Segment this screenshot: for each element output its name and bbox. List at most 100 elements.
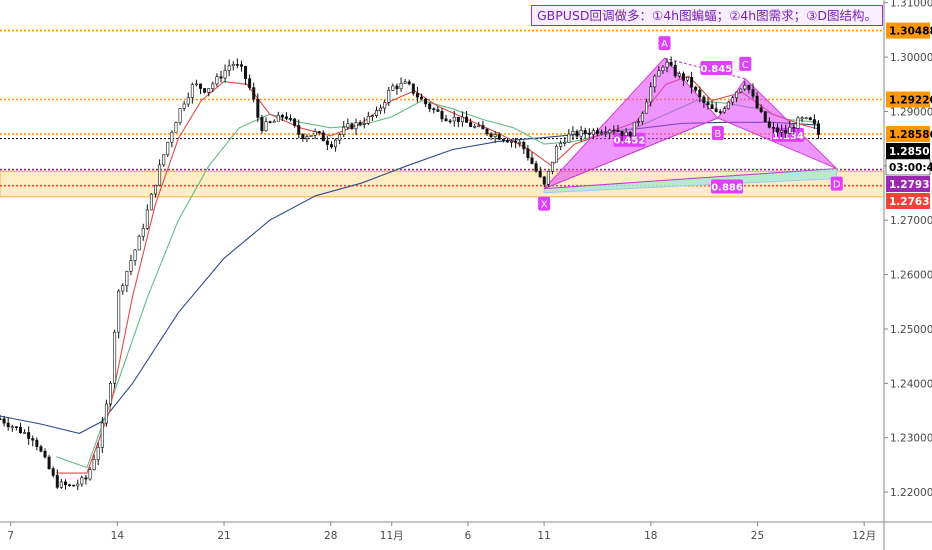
candle-body (387, 90, 391, 103)
candle-body (18, 426, 22, 434)
candle-body (497, 134, 501, 140)
candle-body (514, 140, 518, 143)
candle-body (199, 83, 203, 89)
candle-body (649, 86, 653, 103)
candle-body (239, 64, 243, 67)
candle-body (231, 64, 235, 67)
price-tag[interactable] (886, 22, 930, 39)
pattern-point-tag[interactable] (658, 36, 671, 51)
candle-body (14, 426, 18, 428)
candle-body (0, 418, 2, 420)
candle-body (362, 123, 366, 125)
candle-body (162, 154, 166, 166)
candle-body (203, 88, 207, 93)
candle-body (440, 111, 444, 120)
candle-body (264, 121, 268, 131)
y-tick-label: 1.26000 (890, 270, 932, 282)
ratio-label: 0.452 (614, 136, 646, 147)
candle-body (571, 131, 575, 135)
candle-body (342, 126, 346, 135)
candle-body (35, 439, 39, 448)
y-tick-label: 1.27000 (890, 215, 932, 227)
candle-body (747, 84, 751, 90)
candle-body (636, 121, 640, 123)
candle-body (178, 108, 182, 123)
candle-body (113, 331, 117, 384)
candle-body (448, 120, 452, 123)
ratio-tag[interactable] (700, 60, 733, 75)
candle-body (616, 130, 620, 132)
candle-body (604, 132, 608, 135)
candle-body (121, 285, 125, 292)
pattern-point-tag[interactable] (739, 56, 752, 71)
candle-body (714, 108, 718, 112)
candle-body (248, 78, 252, 88)
candle-body (293, 118, 297, 126)
candle-body (219, 76, 223, 79)
ratio-label: 1.134 (772, 131, 804, 142)
x-tick-label: 18 (644, 530, 657, 542)
candle-body (542, 176, 546, 185)
candle-body (808, 117, 812, 120)
candle-body (567, 133, 571, 143)
candle-body (338, 134, 342, 141)
candle-body (182, 103, 186, 109)
candle-body (694, 86, 698, 91)
candle-body (104, 403, 108, 424)
candle-body (477, 125, 481, 127)
y-tick-label: 1.29000 (890, 106, 932, 118)
x-tick-label: 14 (111, 530, 125, 542)
candle-body (252, 87, 256, 100)
price-tag[interactable] (886, 125, 930, 142)
moving-averages-layer (0, 75, 819, 474)
candle-body (640, 112, 644, 122)
candle-body (108, 382, 112, 405)
price-tag-label: 1.29220 (889, 95, 932, 107)
candle-body (465, 116, 469, 123)
candle-body (211, 83, 215, 89)
candle-body (2, 418, 6, 424)
x-tick-label: 11月 (380, 530, 404, 542)
pattern-point-tag[interactable] (711, 125, 724, 140)
price-tag[interactable] (886, 91, 930, 108)
price-tag[interactable] (886, 192, 930, 209)
pattern-point-tag[interactable] (538, 196, 551, 211)
candle-body (501, 139, 505, 141)
candle-body (800, 117, 804, 120)
candle-body (481, 125, 485, 130)
candle-body (612, 129, 616, 132)
candle-body (657, 70, 661, 77)
candle-body (6, 422, 10, 428)
xb-line (543, 117, 719, 190)
candle-body (559, 143, 563, 147)
candle-body (690, 77, 694, 88)
pattern-point-tag[interactable] (830, 176, 843, 191)
candle-body (43, 450, 47, 458)
ratio-tag[interactable] (711, 179, 744, 194)
candle-body (608, 129, 612, 134)
candle-body (522, 141, 526, 150)
price-tag-label: 1.28586 (889, 129, 932, 141)
price-tag[interactable] (886, 142, 930, 159)
price-tag[interactable] (886, 175, 930, 192)
ratio-tag[interactable] (613, 132, 646, 147)
candle-body (391, 85, 395, 91)
candle-body (399, 83, 403, 90)
candle-body (767, 121, 771, 128)
price-tag-label: 1.27635 (889, 196, 932, 208)
candle-body (186, 97, 190, 105)
candle-body (456, 116, 460, 123)
candle-body (55, 475, 59, 488)
candle-body (780, 130, 784, 133)
candle-body (317, 131, 321, 134)
candle-body (137, 235, 141, 251)
candle-body (771, 126, 775, 129)
candle-body (149, 193, 153, 211)
y-tick-label: 1.25000 (890, 324, 932, 336)
ratio-tag[interactable] (771, 127, 804, 142)
candle-body (587, 133, 591, 135)
y-tick-label: 1.22000 (890, 487, 932, 499)
candle-body (325, 140, 329, 145)
